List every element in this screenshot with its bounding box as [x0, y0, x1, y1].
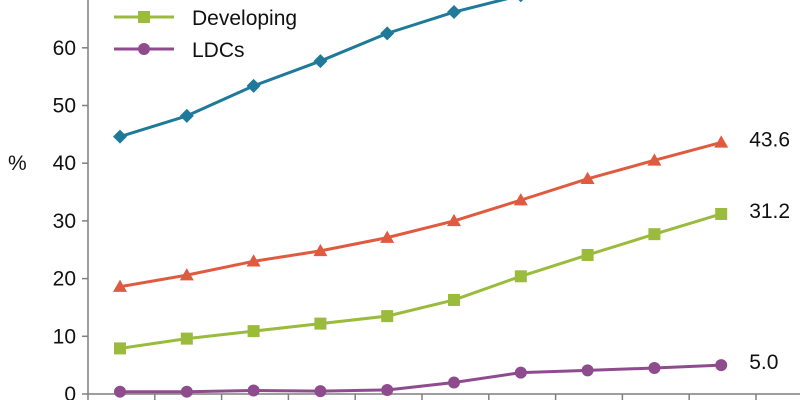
data-point [518, 0, 524, 3]
data-point [138, 43, 150, 55]
series-line [119, 140, 722, 289]
data-point [381, 383, 394, 396]
legend: Developing LDCs [114, 7, 297, 62]
data-point [447, 5, 461, 20]
end-value-label: 43.6 [749, 128, 790, 151]
data-point [581, 364, 594, 377]
data-point [246, 254, 261, 267]
data-point [448, 376, 460, 389]
series-line [120, 363, 722, 394]
data-point [313, 243, 328, 257]
data-point [313, 54, 328, 69]
data-point [380, 26, 395, 41]
data-point [247, 325, 260, 338]
legend-label: Developing [192, 7, 297, 30]
data-point [514, 270, 527, 283]
y-tick-label: 70 [53, 0, 76, 2]
y-tick-label: 30 [53, 210, 76, 233]
data-point [113, 129, 127, 144]
legend-entry-developing: Developing [114, 7, 297, 30]
data-point [448, 293, 460, 306]
data-point [714, 135, 729, 148]
series-series-1 [113, 0, 524, 144]
series-developing [114, 207, 728, 355]
y-tick-label: 50 [53, 95, 76, 118]
data-point [381, 310, 394, 323]
data-point [513, 193, 528, 206]
y-tick-label: 20 [53, 268, 76, 291]
data-point [447, 213, 461, 227]
data-point [138, 11, 150, 23]
data-point [715, 359, 728, 372]
data-point [114, 385, 126, 398]
data-point [179, 108, 194, 123]
y-tick-label: 0 [64, 383, 76, 400]
y-tick-label: 60 [53, 37, 76, 60]
data-point [715, 207, 728, 220]
end-value-label: 5.0 [749, 351, 778, 374]
data-point [180, 385, 193, 398]
data-point [180, 332, 193, 345]
data-point [247, 384, 260, 397]
data-point [648, 362, 661, 375]
series-ldcs [114, 359, 728, 398]
data-point [113, 279, 127, 292]
data-point [179, 268, 194, 281]
data-point [514, 366, 527, 379]
series-layer [113, 0, 729, 398]
data-point [648, 228, 661, 241]
legend-entry-ldcs: LDCs [114, 39, 245, 62]
series-line [119, 212, 722, 350]
data-point [380, 230, 395, 243]
y-tick-label: 40 [53, 152, 76, 175]
data-point [581, 248, 594, 261]
label-layer: 0 10 20 30 40 50 60 70% 43.6 31.2 5.0 [8, 0, 790, 400]
end-value-label: 31.2 [749, 200, 790, 223]
data-point [246, 78, 261, 93]
data-point [114, 342, 126, 355]
y-tick-label: 10 [53, 325, 76, 348]
data-point [314, 317, 327, 330]
legend-label: LDCs [192, 39, 245, 62]
data-point [580, 171, 595, 185]
data-point [314, 385, 327, 398]
series-series-2 [113, 135, 729, 292]
y-axis-title: % [8, 152, 27, 175]
data-point [647, 153, 662, 166]
